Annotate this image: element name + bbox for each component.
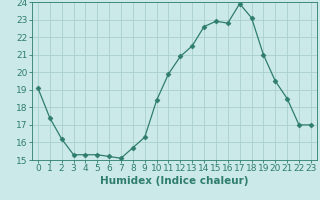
X-axis label: Humidex (Indice chaleur): Humidex (Indice chaleur) xyxy=(100,176,249,186)
